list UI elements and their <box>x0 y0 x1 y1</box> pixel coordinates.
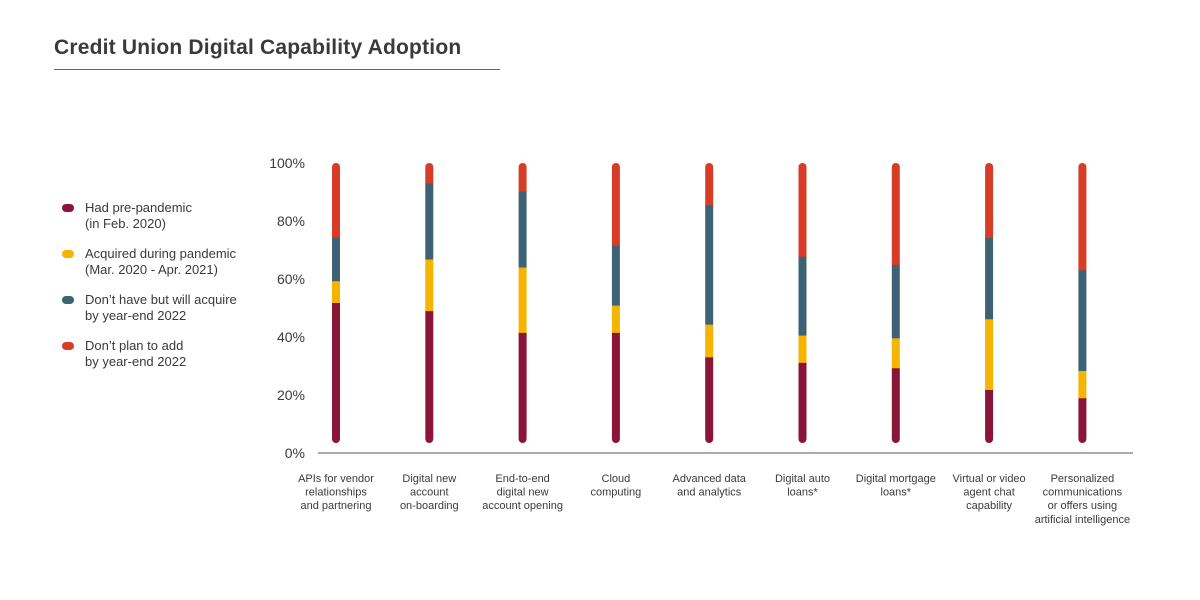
y-tick-label: 20% <box>277 387 305 403</box>
x-tick-label: digital new <box>497 487 549 499</box>
legend-label-line-1: Don’t plan to add <box>85 338 184 353</box>
legend-item-pre-pandemic: Had pre-pandemic (in Feb. 2020) <box>62 200 277 232</box>
y-tick-label: 40% <box>277 329 305 345</box>
chart-title: Credit Union Digital Capability Adoption <box>54 36 462 59</box>
legend-label-line-2: (Mar. 2020 - Apr. 2021) <box>85 262 218 277</box>
x-tick-label: and partnering <box>301 500 372 512</box>
legend-label-line-1: Acquired during pandemic <box>85 246 237 261</box>
legend-item-no-plan: Don’t plan to add by year-end 2022 <box>62 338 277 370</box>
legend-swatch-pre-pandemic <box>62 204 74 212</box>
legend: Had pre-pandemic (in Feb. 2020) Acquired… <box>62 200 277 384</box>
y-tick-label: 100% <box>269 155 305 171</box>
y-tick-label: 80% <box>277 213 305 229</box>
x-tick-label: Advanced data <box>673 473 747 485</box>
legend-swatch-no-plan <box>62 342 74 350</box>
x-tick-label: APIs for vendor <box>298 473 374 485</box>
x-tick-label: communications <box>1043 487 1123 499</box>
x-tick-label: Cloud <box>602 473 631 485</box>
x-tick-label: Virtual or video <box>953 473 1026 485</box>
legend-swatch-during-pandemic <box>62 250 74 258</box>
x-tick-label: Digital mortgage <box>856 473 936 485</box>
x-tick-label: account opening <box>482 500 563 512</box>
legend-label-line-2: by year-end 2022 <box>85 308 187 323</box>
x-tick-label: artificial intelligence <box>1035 514 1130 526</box>
x-tick-label: account <box>410 487 449 499</box>
legend-item-during-pandemic: Acquired during pandemic (Mar. 2020 - Ap… <box>62 246 277 278</box>
y-tick-label: 0% <box>285 445 305 461</box>
x-tick-label: Personalized <box>1051 473 1115 485</box>
x-tick-label: on-boarding <box>400 500 459 512</box>
legend-label-line-2: (in Feb. 2020) <box>85 216 166 231</box>
x-tick-label: loans* <box>881 487 912 499</box>
x-tick-label: capability <box>966 500 1012 512</box>
x-tick-label: and analytics <box>677 487 742 499</box>
title-underline <box>54 69 500 70</box>
x-tick-label: loans* <box>787 487 818 499</box>
legend-item-will-acquire: Don’t have but will acquire by year-end … <box>62 292 277 324</box>
y-tick-label: 60% <box>277 271 305 287</box>
x-tick-label: agent chat <box>963 487 1014 499</box>
x-tick-label: Digital new <box>402 473 456 485</box>
legend-label-line-1: Had pre-pandemic <box>85 200 192 215</box>
legend-swatch-will-acquire <box>62 296 74 304</box>
x-tick-label: relationships <box>305 487 367 499</box>
legend-label-line-2: by year-end 2022 <box>85 354 187 369</box>
x-tick-label: or offers using <box>1048 500 1118 512</box>
x-tick-label: computing <box>591 487 642 499</box>
legend-label-line-1: Don’t have but will acquire <box>85 292 237 307</box>
x-tick-label: End-to-end <box>495 473 549 485</box>
x-tick-label: Digital auto <box>775 473 830 485</box>
